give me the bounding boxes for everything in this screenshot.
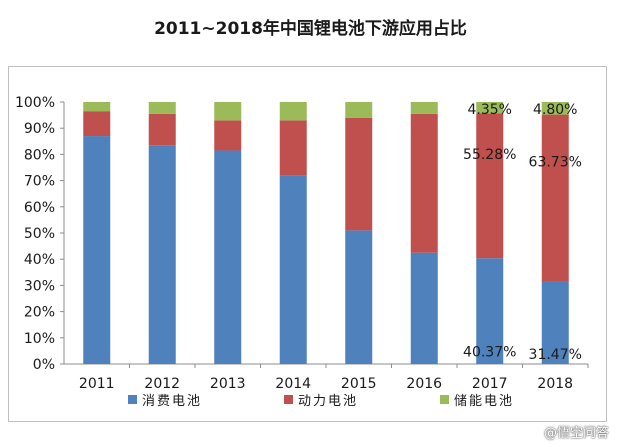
- watermark: @悟空问答: [543, 426, 609, 441]
- bar-segment: [476, 113, 504, 259]
- bar-segment: [476, 102, 504, 114]
- y-tick-label: 100%: [15, 95, 55, 111]
- y-tick-label: 50%: [24, 226, 55, 242]
- bar-segment: [345, 230, 373, 364]
- bar-segment: [345, 102, 373, 118]
- bar-segment: [279, 175, 307, 364]
- chart-title: 2011~2018年中国锂电池下游应用占比: [154, 19, 467, 39]
- bar-segment: [541, 102, 569, 115]
- bar-segment: [214, 150, 242, 364]
- bar-segment: [279, 102, 307, 121]
- bar-segment: [83, 111, 111, 137]
- y-tick-label: 10%: [24, 331, 55, 347]
- chart-frame: [8, 66, 607, 422]
- data-label: 4.35%: [468, 102, 512, 118]
- legend-label: 储能电池: [454, 394, 514, 409]
- bar-segment: [345, 117, 373, 231]
- bar-segment: [148, 145, 176, 364]
- data-label: 31.47%: [529, 347, 582, 363]
- x-tick-label: 2015: [341, 376, 377, 392]
- bar-segment: [410, 252, 438, 364]
- bar-segment: [410, 113, 438, 253]
- bar-segment: [148, 113, 176, 146]
- x-tick-label: 2018: [537, 376, 573, 392]
- data-label: 4.80%: [533, 102, 577, 118]
- bar-segment: [279, 120, 307, 176]
- x-tick-label: 2011: [79, 376, 115, 392]
- legend-label: 消费电池: [142, 394, 202, 409]
- x-tick-label: 2014: [275, 376, 311, 392]
- legend-swatch: [440, 395, 449, 404]
- x-tick-label: 2013: [210, 376, 246, 392]
- bar-segment: [541, 114, 569, 282]
- bar-segment: [476, 258, 504, 364]
- x-tick-label: 2016: [406, 376, 442, 392]
- data-label: 63.73%: [529, 154, 582, 170]
- bar-segment: [148, 102, 176, 114]
- y-tick-label: 70%: [24, 174, 55, 190]
- bar-segment: [83, 102, 111, 112]
- y-tick-label: 60%: [24, 200, 55, 216]
- bar-segment: [83, 136, 111, 364]
- bar-segment: [410, 102, 438, 114]
- y-tick-label: 0%: [33, 357, 55, 373]
- bar-segment: [214, 120, 242, 151]
- y-tick-label: 20%: [24, 305, 55, 321]
- data-label: 40.37%: [463, 344, 516, 360]
- y-tick-label: 90%: [24, 121, 55, 137]
- y-tick-label: 40%: [24, 252, 55, 268]
- legend-swatch: [284, 395, 293, 404]
- legend-label: 动力电池: [298, 394, 358, 409]
- x-tick-label: 2017: [472, 376, 508, 392]
- data-label: 55.28%: [463, 147, 516, 163]
- x-tick-label: 2012: [144, 376, 180, 392]
- bar-segment: [541, 281, 569, 364]
- bar-segment: [214, 102, 242, 121]
- y-tick-label: 30%: [24, 278, 55, 294]
- legend-swatch: [128, 395, 137, 404]
- y-tick-label: 80%: [24, 147, 55, 163]
